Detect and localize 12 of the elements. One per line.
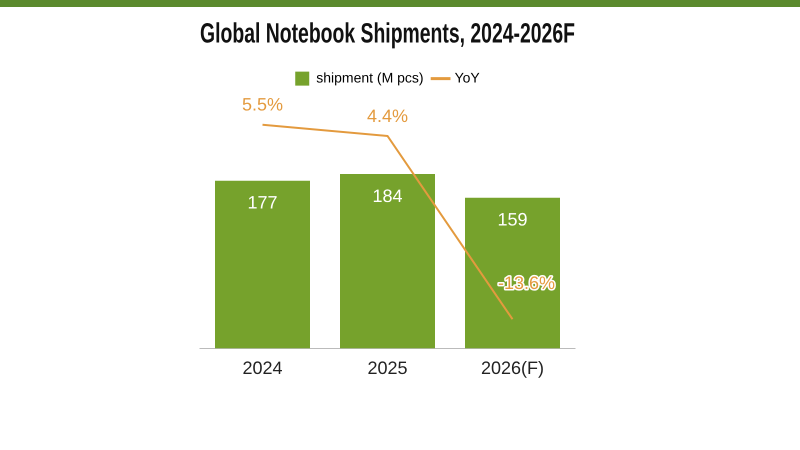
data-label: 4.4%	[366, 106, 408, 126]
legend-label: shipment (M pcs)	[316, 69, 424, 86]
data-label: 5.5%	[242, 94, 284, 115]
data-label: -13.6%	[498, 273, 556, 294]
data-label: 177	[247, 192, 278, 213]
data-label: 159	[497, 210, 528, 230]
x-tick-label: 2025	[367, 358, 408, 378]
x-tick-label: 2026(F)	[480, 358, 544, 378]
data-label: 184	[372, 186, 403, 206]
legend-label: YoY	[454, 69, 480, 86]
x-tick-label: 2024	[242, 358, 283, 378]
chart-title: Global Notebook Shipments, 2024-2026F	[200, 18, 575, 50]
